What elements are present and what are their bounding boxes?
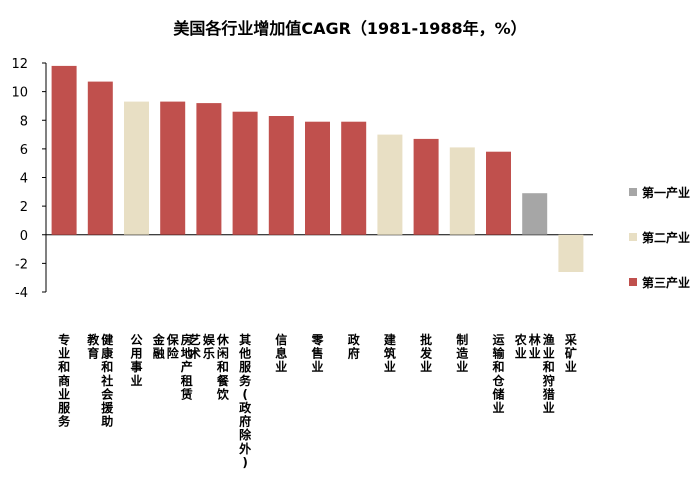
y-tick-label: 12 (11, 57, 28, 72)
x-category-label: 采矿业 (564, 332, 577, 374)
bar (124, 101, 149, 235)
bar (377, 134, 403, 235)
legend-swatch (629, 188, 637, 196)
bar (268, 116, 294, 235)
x-category-label: 政府 (348, 332, 361, 361)
category-labels: 专业和商业服务 教育健康和社会援助 公用事业金融保险房地产租赁艺术娱乐休闲和餐饮其他… (57, 332, 577, 469)
x-category-label: 公用事业 (129, 333, 142, 388)
x-category-label: 农业林业渔业和狩猎业 (514, 332, 555, 415)
bar (486, 151, 511, 235)
bar (449, 147, 475, 235)
y-tick-label: -2 (15, 257, 28, 272)
legend-swatch (629, 233, 637, 241)
bar (87, 81, 113, 235)
bar (51, 65, 77, 235)
bars (51, 65, 584, 272)
legend-label: 第一产业 (642, 185, 690, 200)
legend-label: 第二产业 (642, 230, 690, 245)
x-category-label: 制造业 (456, 332, 469, 374)
legend-swatch (629, 278, 637, 286)
bar (413, 138, 439, 235)
x-category-label: 金融保险房地产租赁 (152, 332, 193, 401)
bar (305, 121, 330, 235)
bar (341, 121, 367, 235)
x-category-label: 其他服务(政府除外) (238, 332, 252, 469)
y-tick-label: 6 (20, 143, 28, 158)
y-tick-label: -4 (15, 286, 28, 301)
x-category-label: 零售业 (310, 333, 324, 374)
y-tick-label: 4 (20, 172, 28, 187)
bar (160, 101, 186, 235)
y-tick-label: 0 (20, 229, 28, 244)
bar (558, 234, 584, 272)
y-tick-label: 10 (11, 86, 28, 101)
bar (522, 193, 548, 235)
x-category-label: 专业和商业服务 (57, 332, 71, 429)
legend-label: 第三产业 (642, 275, 690, 290)
chart-title: 美国各行业增加值CAGR（1981-1988年，%） (173, 19, 526, 38)
x-category-label: 运输和仓储业 (491, 333, 505, 415)
x-category-label: 教育健康和社会援助 (86, 332, 114, 429)
y-tick-label: 8 (20, 114, 28, 129)
bar (196, 103, 222, 235)
x-category-label: 批发业 (419, 332, 433, 374)
x-category-label: 信息业 (275, 332, 287, 374)
x-category-label: 建筑业 (383, 332, 397, 374)
y-tick-label: 2 (20, 200, 28, 215)
x-category-label: 艺术娱乐休闲和餐饮 (188, 332, 230, 401)
bar (232, 111, 258, 235)
